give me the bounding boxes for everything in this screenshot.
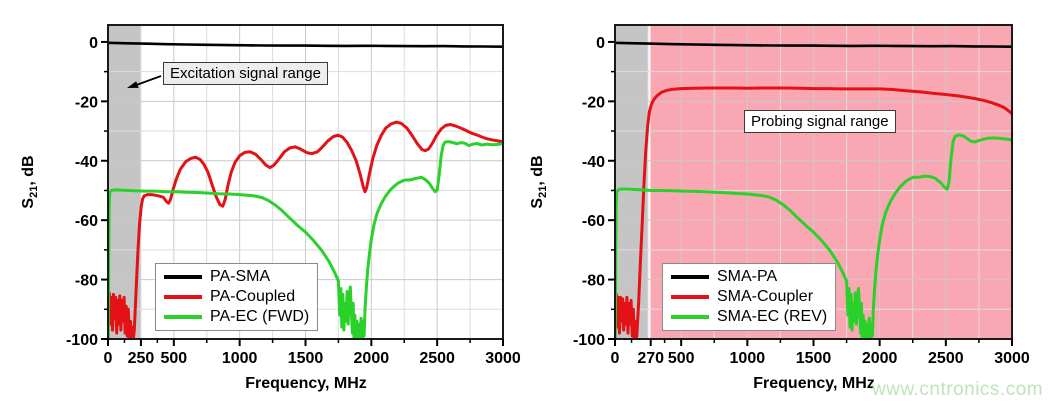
legend-line-swatch [671, 315, 709, 319]
legend-item: SMA-EC (REV) [671, 307, 827, 327]
y-axis-tick-label: -100 [66, 332, 98, 349]
y-axis-tick-label: -40 [75, 154, 98, 171]
legend-label: PA-Coupled [210, 288, 296, 305]
y-axis-title-base: S [20, 197, 37, 209]
y-axis-tick-label: -80 [75, 273, 98, 290]
x-axis-tick-label: 1000 [222, 350, 258, 367]
x-axis-title: Frequency, MHz [245, 375, 367, 392]
x-axis-title: Frequency, MHz [753, 375, 875, 392]
annotation-arrow [134, 75, 162, 87]
legend-line-swatch [671, 295, 709, 299]
y-axis-tick-label: -20 [582, 94, 605, 111]
y-axis-title: S21, dB [527, 122, 549, 242]
x-axis-tick-label: 3000 [485, 350, 521, 367]
legend-line-swatch [164, 315, 202, 319]
x-axis-tick-label: 250 [128, 350, 155, 367]
y-axis-title-rest: , dB [529, 155, 546, 186]
x-axis-tick-label: 500 [160, 350, 187, 367]
legend-label: SMA-Coupler [717, 288, 814, 305]
legend: SMA-PA SMA-Coupler SMA-EC (REV) [662, 263, 837, 331]
legend-item: SMA-PA [671, 267, 827, 287]
x-axis-tick-label: 0 [104, 350, 113, 367]
series-line-pa-ec-fwd [108, 140, 503, 339]
x-axis-tick-label: 2500 [928, 350, 964, 367]
excitation-range-annotation: Excitation signal range [163, 62, 328, 85]
chart-reverse: 0 270 500 1000 1500 2000 2500 3000 0 -20 -40 -60 -80… [528, 0, 1055, 412]
y-axis-title: S21, dB [18, 122, 40, 242]
legend-label: PA-EC (FWD) [210, 308, 310, 325]
annotation-arrowhead [127, 81, 139, 88]
x-axis-tick-label: 2000 [354, 350, 390, 367]
x-axis-tick-label: 500 [668, 350, 695, 367]
legend-label: SMA-EC (REV) [717, 308, 828, 325]
y-axis-tick-label: -80 [582, 273, 605, 290]
legend-item: PA-EC (FWD) [164, 307, 309, 327]
x-axis-tick-label: 1000 [730, 350, 766, 367]
y-axis-title-subscript: 21 [28, 185, 41, 198]
y-axis-title-base: S [529, 197, 546, 209]
series-line-pa-sma [108, 41, 503, 49]
y-axis-tick-label: 0 [596, 35, 605, 52]
legend-line-swatch [164, 295, 202, 299]
legend-item: PA-Coupled [164, 287, 309, 307]
series-line-sma-ec-rev [615, 133, 1012, 339]
series-line-sma-coupler [615, 86, 1012, 339]
y-axis-tick-label: -20 [75, 94, 98, 111]
y-axis-tick-label: 0 [89, 35, 98, 52]
x-axis-tick-label: 1500 [288, 350, 324, 367]
x-axis-tick-label: 3000 [994, 350, 1030, 367]
probing-range-annotation: Probing signal range [744, 110, 896, 133]
watermark: www.cntronics.com [872, 379, 1044, 400]
y-axis-title-rest: , dB [20, 155, 37, 186]
x-axis-tick-label: 270 [637, 350, 664, 367]
y-axis-tick-label: -60 [582, 213, 605, 230]
chart-forward: 0 250 500 1000 1500 2000 2500 3000 0 -20 -40 -60 -80… [18, 24, 521, 392]
legend-line-swatch [164, 275, 202, 279]
series-line-sma-pa [615, 41, 1012, 49]
y-axis-tick-label: -60 [75, 213, 98, 230]
y-axis-title-subscript: 21 [537, 185, 550, 198]
x-axis-tick-label: 2000 [862, 350, 898, 367]
x-axis-tick-label: 0 [611, 350, 620, 367]
excitation-band [615, 25, 649, 339]
legend-item: SMA-Coupler [671, 287, 827, 307]
series-line-pa-coupled [108, 120, 503, 339]
y-axis-tick-label: -40 [582, 154, 605, 171]
plot-svg: 0 270 500 1000 1500 2000 2500 3000 0 -20 -40 -60 -80… [573, 24, 1030, 367]
x-axis-tick-label: 1500 [796, 350, 832, 367]
legend-label: PA-SMA [210, 268, 271, 285]
legend-line-swatch [671, 275, 709, 279]
legend-item: PA-SMA [164, 267, 309, 287]
legend-label: SMA-PA [717, 268, 778, 285]
x-axis-tick-label: 2500 [419, 350, 455, 367]
y-axis-tick-label: -100 [573, 332, 605, 349]
legend: PA-SMA PA-Coupled PA-EC (FWD) [155, 263, 319, 331]
